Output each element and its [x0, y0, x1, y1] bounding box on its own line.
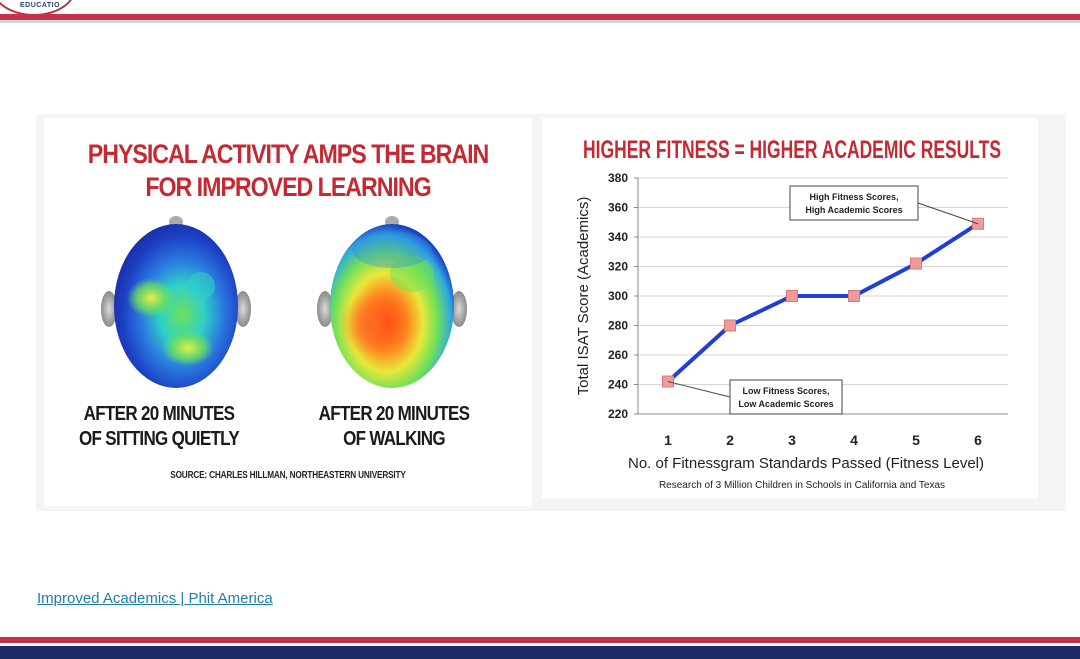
- brain-scan-sitting: [101, 216, 251, 388]
- brain-title-line1: PHYSICAL ACTIVITY AMPS THE BRAIN: [87, 139, 489, 169]
- brain-source: SOURCE: CHARLES HILLMAN, NORTHEASTERN UN…: [170, 470, 406, 481]
- caption-sitting-line2: OF SITTING QUIETLY: [79, 428, 240, 450]
- y-axis-ticks: 220 240 260 280 300 320 340 360 380: [608, 171, 638, 421]
- brain-title-line2: FOR IMPROVED LEARNING: [145, 172, 431, 202]
- caption-sitting-line1: AFTER 20 MINUTES: [83, 403, 235, 425]
- annotation-box: [729, 379, 843, 415]
- x-tick-label: 6: [974, 432, 982, 448]
- annotation-line2: High Academic Scores: [805, 205, 902, 215]
- data-point: [910, 257, 922, 270]
- chart-annotations: High Fitness Scores, High Academic Scores…: [667, 185, 979, 415]
- y-axis-label: Total ISAT Score (Academics): [575, 197, 592, 396]
- y-tick-label: 240: [608, 378, 628, 392]
- series-line: [666, 222, 980, 384]
- annotation-leader: [917, 202, 979, 225]
- bottom-stripe: [0, 637, 1080, 643]
- top-stripe-gray: [0, 20, 1080, 23]
- data-point: [848, 290, 860, 302]
- x-axis-ticks: 1 2 3 4 5 6: [664, 432, 982, 448]
- brain-figure: PHYSICAL ACTIVITY AMPS THE BRAIN FOR IMP…: [44, 118, 532, 506]
- x-tick-label: 4: [850, 432, 858, 448]
- y-tick-label: 260: [608, 348, 628, 362]
- data-point: [786, 290, 798, 302]
- x-tick-label: 2: [726, 432, 734, 448]
- fitness-chart: HIGHER FITNESS = HIGHER ACADEMIC RESULTS…: [575, 136, 1008, 491]
- y-tick-label: 360: [608, 201, 628, 215]
- x-tick-label: 1: [664, 432, 672, 448]
- logo-text: EDUCATIO: [20, 2, 61, 9]
- annotation-line2: Low Academic Scores: [738, 399, 833, 409]
- x-axis-label: No. of Fitnessgram Standards Passed (Fit…: [628, 455, 984, 472]
- brain-scan-walking: [317, 216, 467, 388]
- chart-title: HIGHER FITNESS = HIGHER ACADEMIC RESULTS: [583, 136, 1001, 164]
- annotation-box: [789, 185, 919, 221]
- top-stripe: [0, 14, 1080, 20]
- y-tick-label: 340: [608, 230, 628, 244]
- chart-subtitle: Research of 3 Million Children in School…: [659, 480, 945, 491]
- y-tick-label: 320: [608, 260, 628, 274]
- series-markers: [662, 217, 984, 388]
- annotation-line1: Low Fitness Scores,: [742, 386, 829, 396]
- annotation-leader: [667, 381, 731, 398]
- data-point: [724, 319, 736, 332]
- y-tick-label: 280: [608, 319, 628, 333]
- caption-walking-line1: AFTER 20 MINUTES: [318, 403, 470, 425]
- y-tick-label: 220: [608, 407, 628, 421]
- fitness-chart-panel: HIGHER FITNESS = HIGHER ACADEMIC RESULTS…: [542, 118, 1038, 498]
- caption-walking: AFTER 20 MINUTES OF WALKING: [305, 402, 484, 452]
- caption-sitting: AFTER 20 MINUTES OF SITTING QUIETLY: [78, 402, 240, 452]
- annotation-line1: High Fitness Scores,: [809, 192, 898, 202]
- y-tick-label: 300: [608, 289, 628, 303]
- x-tick-label: 5: [912, 432, 920, 448]
- data-point: [972, 217, 984, 230]
- bottom-bar: [0, 646, 1080, 659]
- x-tick-label: 3: [788, 432, 796, 448]
- caption-walking-line2: OF WALKING: [343, 428, 445, 450]
- source-link[interactable]: Improved Academics | Phit America: [37, 590, 273, 607]
- brain-figure-title: PHYSICAL ACTIVITY AMPS THE BRAIN FOR IMP…: [78, 138, 498, 204]
- y-tick-label: 380: [608, 171, 628, 185]
